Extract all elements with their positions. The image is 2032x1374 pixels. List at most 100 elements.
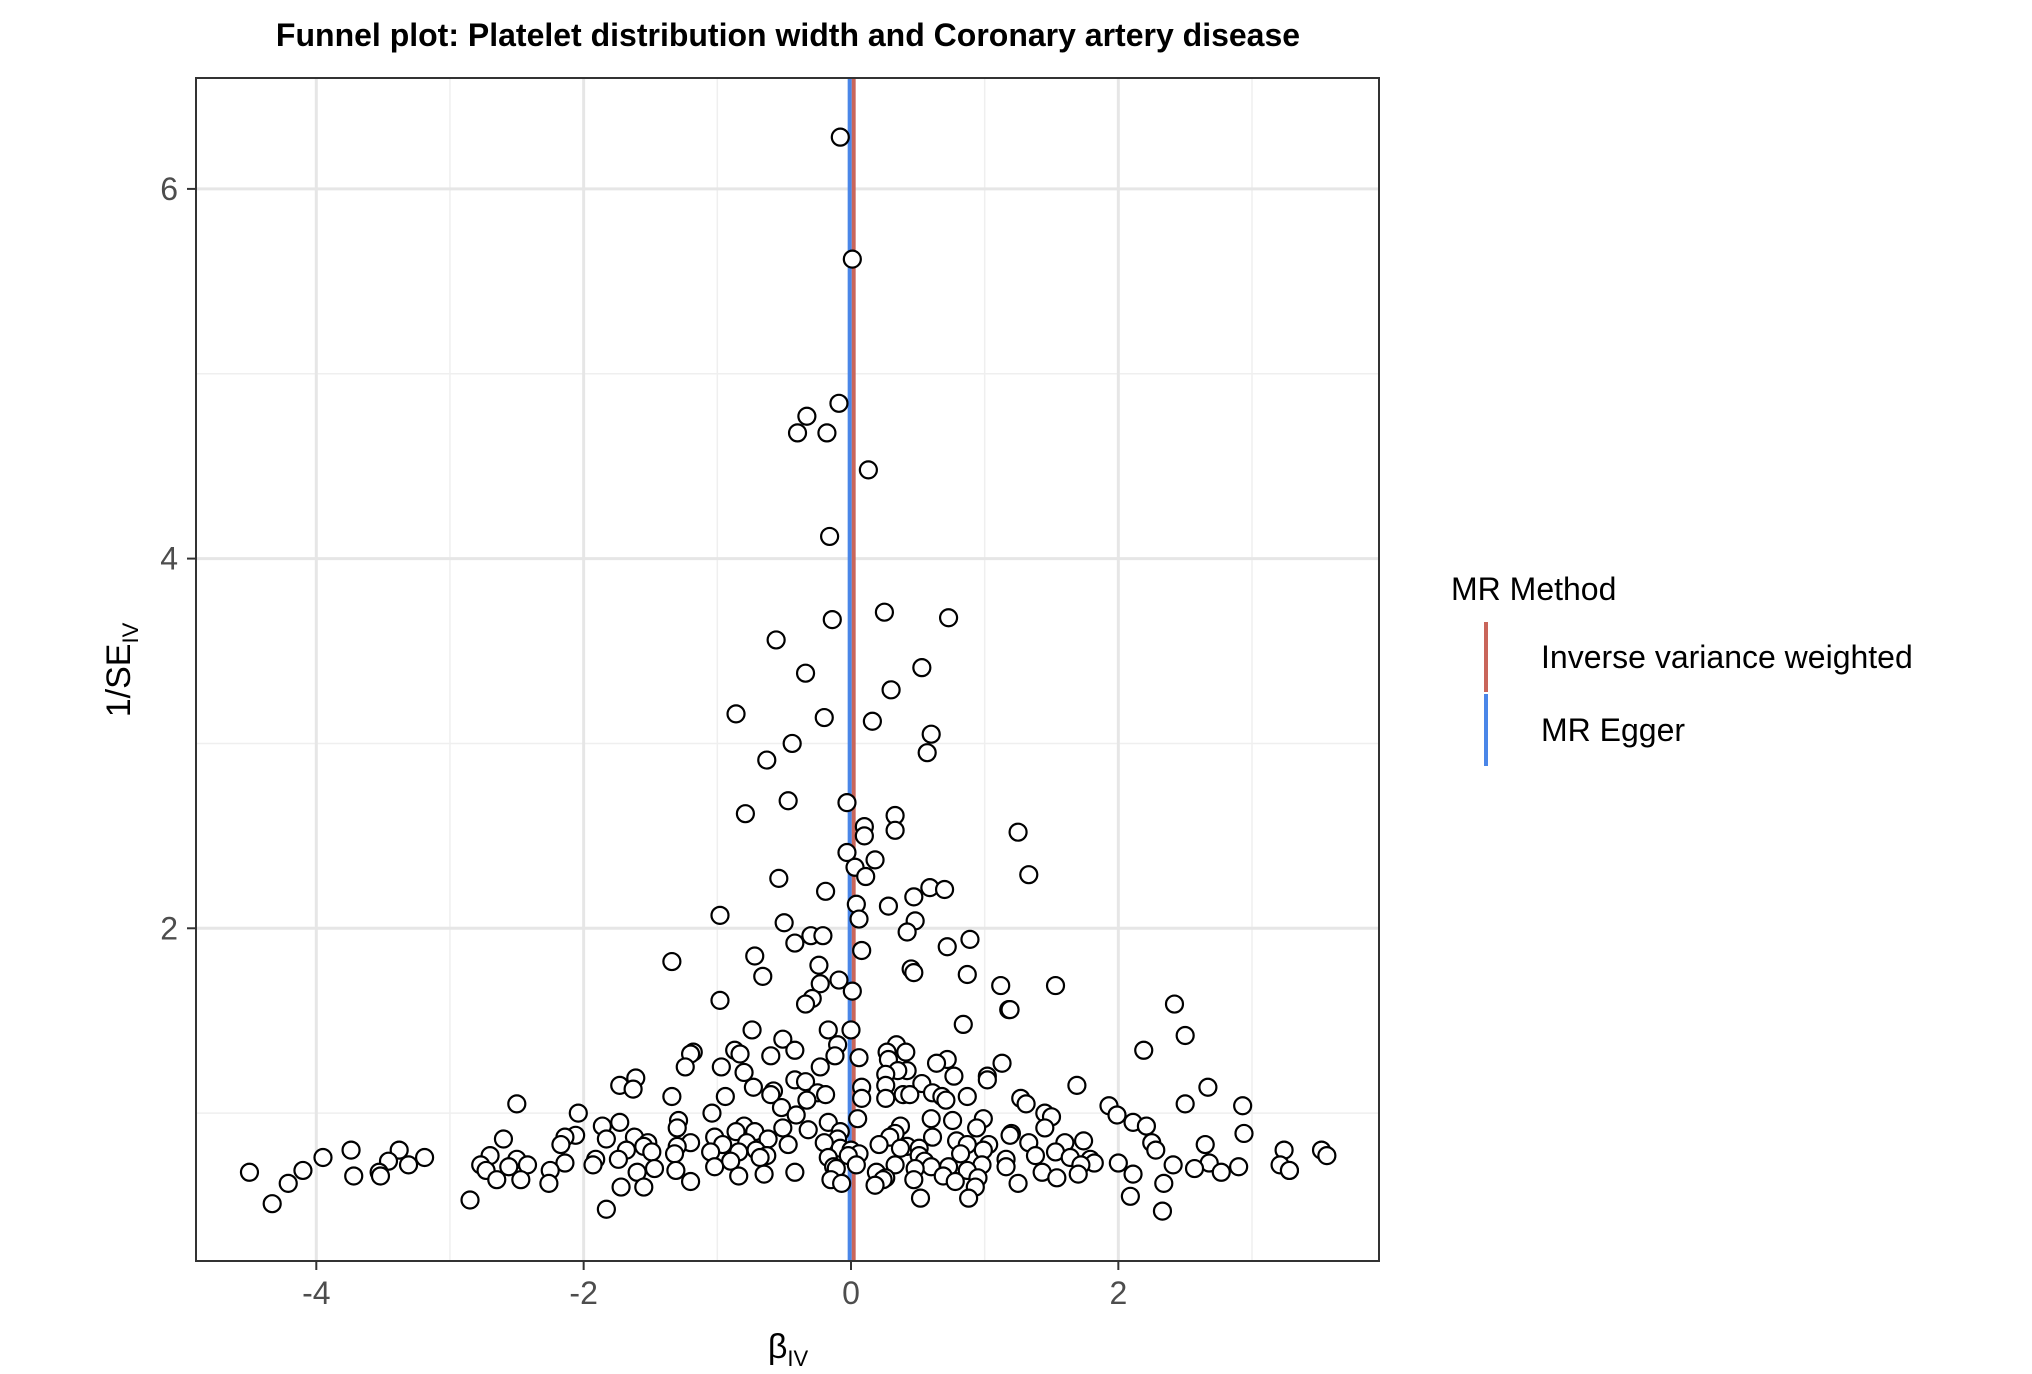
y-axis-title-main: 1/SE [100, 644, 138, 718]
data-point [1279, 1160, 1300, 1181]
data-point [852, 1088, 872, 1108]
data-point [1146, 1140, 1166, 1160]
data-point [856, 866, 876, 887]
data-point [278, 1173, 298, 1193]
data-point [991, 975, 1011, 996]
data-point [341, 1140, 361, 1160]
y-tick-label: 4 [160, 541, 178, 577]
data-point [344, 1166, 364, 1186]
x-tick-label: -2 [569, 1275, 597, 1311]
data-point [398, 1155, 419, 1175]
data-point [1134, 1040, 1154, 1060]
data-point [992, 1053, 1012, 1073]
data-point [885, 1155, 905, 1175]
data-point [1136, 1116, 1157, 1136]
data-point [842, 981, 862, 1001]
y-tick-label: 6 [160, 171, 178, 207]
data-point [766, 630, 786, 650]
data-point [608, 1149, 629, 1169]
data-point [944, 1066, 964, 1086]
x-tick-label: 0 [842, 1275, 860, 1311]
data-point [897, 922, 917, 942]
panel-background [196, 78, 1379, 1261]
data-point [795, 663, 816, 683]
data-point [1175, 1025, 1195, 1046]
data-point [1163, 1155, 1183, 1175]
data-point [773, 1118, 793, 1138]
data-point [798, 1120, 818, 1140]
data-points [239, 127, 1337, 1221]
data-point [846, 1155, 866, 1175]
data-point [1073, 1131, 1094, 1151]
x-axis-title-sub: IV [787, 1346, 808, 1371]
data-point [862, 711, 882, 731]
data-point [977, 1070, 997, 1090]
data-point [754, 1164, 774, 1184]
data-point [778, 791, 798, 811]
legend-label-ivw: Inverse variance weighted [1541, 639, 1913, 675]
data-point [761, 1085, 781, 1105]
x-axis-title: βIV [768, 1328, 809, 1371]
data-point [921, 1109, 941, 1129]
data-point [611, 1177, 631, 1197]
panel-border [195, 77, 1380, 1262]
data-point [865, 850, 885, 870]
data-point [1152, 1201, 1173, 1221]
data-point [837, 792, 857, 813]
data-point [1195, 1134, 1215, 1155]
data-point [854, 826, 874, 846]
data-point [849, 1048, 869, 1068]
data-point [797, 1090, 817, 1110]
data-point [904, 1170, 924, 1190]
data-point [710, 990, 730, 1010]
x-tick-label: 2 [1109, 1275, 1127, 1311]
data-point [507, 1094, 527, 1114]
x-axis: -4 -2 0 2 [302, 1261, 1127, 1311]
data-point [787, 423, 808, 443]
data-point [487, 1170, 507, 1190]
x-tick-label: -4 [302, 1275, 330, 1311]
data-point [1198, 1077, 1218, 1097]
data-point [1211, 1162, 1231, 1182]
data-point [795, 994, 816, 1014]
data-point [634, 1177, 654, 1197]
data-point [644, 1158, 665, 1179]
x-axis-title-main: β [768, 1328, 788, 1366]
data-point [797, 406, 817, 426]
data-point [539, 1173, 559, 1193]
data-point [511, 1170, 531, 1190]
data-point [667, 1118, 687, 1138]
data-point [815, 1085, 836, 1105]
data-point [842, 249, 862, 269]
data-point [937, 937, 957, 957]
data-point [785, 1040, 805, 1060]
data-point [568, 1103, 588, 1123]
data-point [825, 1046, 845, 1066]
data-point [596, 1129, 616, 1149]
data-point [820, 526, 840, 547]
data-point [642, 1142, 662, 1162]
data-point [881, 680, 901, 700]
data-point [596, 1199, 616, 1219]
data-point [849, 909, 869, 929]
data-point [1233, 1096, 1253, 1116]
data-point [1108, 1153, 1128, 1173]
data-point [1008, 1173, 1028, 1193]
data-point [774, 913, 794, 933]
data-point [865, 1175, 885, 1195]
data-point [874, 602, 895, 622]
data-point [960, 929, 980, 949]
data-point [822, 609, 842, 630]
data-point [715, 1086, 735, 1107]
data-point [293, 1160, 313, 1181]
data-point [904, 963, 924, 983]
data-point [313, 1147, 333, 1168]
data-point [945, 1171, 965, 1192]
data-point [1107, 1105, 1127, 1125]
data-point [1175, 1094, 1195, 1114]
data-point [757, 750, 777, 770]
data-point [771, 1097, 792, 1118]
data-point [666, 1160, 686, 1181]
data-point [742, 1020, 762, 1040]
data-point [555, 1153, 575, 1173]
